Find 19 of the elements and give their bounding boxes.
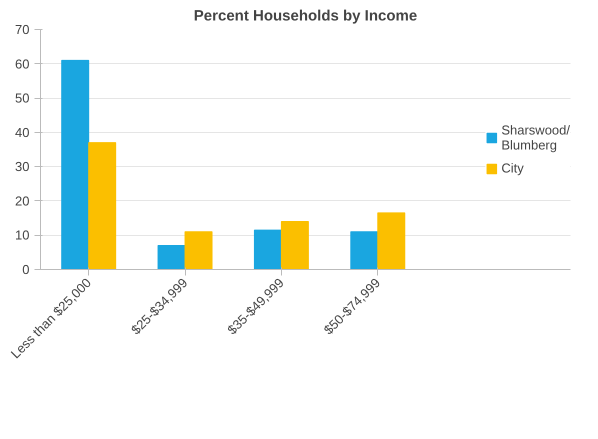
y-tick-label: 30 <box>15 159 30 174</box>
bar <box>158 245 186 270</box>
legend-label: Sharswood/ Blumberg <box>501 122 570 152</box>
bar <box>61 60 90 270</box>
y-tick-label: 50 <box>15 90 30 106</box>
y-tick-label: 0 <box>22 262 30 277</box>
bar <box>350 231 378 270</box>
bar <box>377 212 406 270</box>
bar <box>88 142 116 270</box>
y-tick-label: 20 <box>15 193 30 208</box>
y-tick-label: 40 <box>15 124 30 140</box>
legend-label: City <box>501 160 524 176</box>
bar <box>254 230 282 270</box>
chart-title: Percent Households by Income <box>194 8 418 24</box>
y-tick-label: 70 <box>15 22 30 37</box>
bar <box>184 231 213 270</box>
y-tick-label: 10 <box>15 228 30 243</box>
bar <box>280 221 309 270</box>
y-tick-label: 60 <box>15 56 30 72</box>
